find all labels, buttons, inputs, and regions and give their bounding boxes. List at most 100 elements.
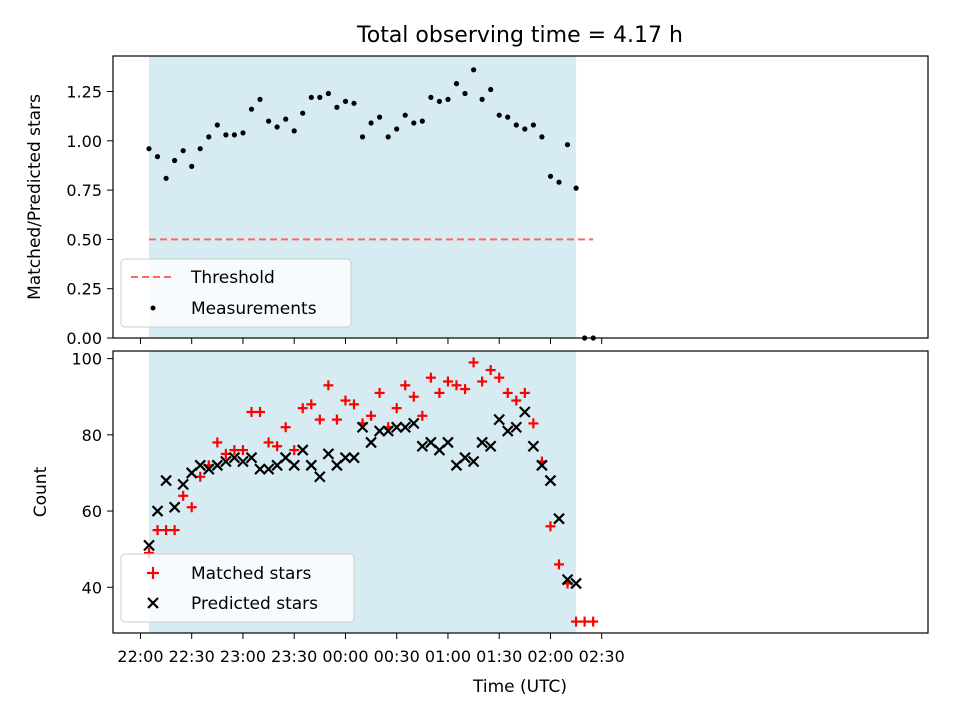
predicted-star-point (484, 440, 497, 453)
matched-star-point (229, 445, 240, 456)
predicted-star-point (254, 463, 266, 475)
predicted-star-point (177, 478, 189, 491)
matched-star-point (255, 406, 266, 417)
measurement-point (547, 173, 554, 179)
measurement-point (488, 86, 494, 93)
x-tick-label: 22:00 (117, 647, 163, 666)
measurement-point (300, 110, 306, 116)
predicted-star-point (399, 421, 412, 433)
matched-star-point (417, 410, 428, 421)
measurement-point (257, 96, 263, 102)
measurement-point (154, 154, 161, 160)
measurement-point (266, 118, 272, 124)
y-tick-label: 0.25 (66, 280, 102, 299)
matched-star-point (169, 525, 180, 536)
legend-threshold-label: Threshold (190, 268, 275, 288)
predicted-star-point (408, 417, 420, 430)
measurement-point (206, 134, 212, 140)
measurement-point (377, 114, 383, 120)
measurement-point (428, 94, 434, 100)
predicted-star-point (356, 421, 369, 433)
y-tick-label: 1.00 (66, 132, 102, 151)
predicted-star-point (237, 455, 249, 468)
measurement-point (505, 114, 511, 120)
y-tick-label: 60 (82, 502, 102, 521)
matched-star-point (579, 616, 590, 627)
measurement-point (146, 146, 152, 152)
matched-star-point (331, 414, 342, 425)
measurement-point (556, 179, 562, 185)
predicted-star-point (203, 463, 215, 475)
x-tick-label: 00:00 (322, 647, 368, 666)
matched-star-point (366, 410, 377, 421)
measurement-point (436, 98, 442, 104)
predicted-star-point (493, 413, 505, 426)
legend-matched-stars-label: Matched stars (191, 564, 311, 584)
bottom-y-axis-label: Count (31, 466, 51, 517)
measurement-point (402, 112, 408, 118)
measurement-point (342, 98, 349, 104)
predicted-star-point (519, 406, 531, 418)
predicted-star-point (365, 436, 377, 449)
measurement-point (283, 116, 289, 122)
measurement-point (334, 104, 340, 110)
measurement-point (163, 175, 169, 181)
predicted-star-point (288, 459, 300, 472)
x-tick-label: 02:30 (579, 647, 625, 666)
measurement-point (394, 126, 400, 132)
matched-star-point (494, 372, 505, 383)
matched-star-point (545, 521, 556, 532)
measurement-point (385, 134, 391, 140)
measurement-point (189, 163, 195, 169)
bottom-plot-frame (112, 350, 929, 634)
predicted-star-point (262, 463, 275, 475)
predicted-star-point (536, 459, 548, 472)
measurement-point (573, 185, 579, 191)
predicted-star-point (314, 470, 326, 483)
chart-title: Total observing time = 4.17 h (356, 23, 683, 48)
y-tick-label: 100 (71, 350, 102, 369)
predicted-star-point (416, 440, 429, 453)
matched-star-point (553, 559, 564, 570)
matched-star-point (348, 399, 359, 410)
matched-star-point (460, 384, 471, 395)
predicted-star-point (168, 501, 181, 514)
matched-star-point (246, 406, 257, 417)
predicted-star-point (544, 474, 557, 487)
matched-star-point (340, 395, 351, 406)
matched-star-point (178, 490, 189, 501)
y-tick-label: 40 (82, 578, 102, 597)
measurement-point (479, 96, 485, 102)
measurement-point (325, 90, 331, 97)
measurement-point (240, 130, 246, 136)
predicted-star-point (228, 451, 241, 464)
matched-star-point (528, 418, 539, 429)
measurement-point (522, 126, 528, 132)
matched-star-point (297, 403, 308, 414)
matched-star-point (442, 376, 453, 387)
measurement-point (291, 128, 297, 134)
predicted-star-point (339, 451, 352, 464)
y-tick-label: 0.00 (66, 329, 102, 348)
measurement-point (317, 94, 323, 100)
matched-star-point (451, 380, 462, 391)
matched-star-point (485, 365, 496, 376)
matched-star-point (374, 387, 385, 398)
measurement-point (445, 96, 451, 102)
predicted-star-point (348, 451, 360, 464)
x-tick-label: 02:00 (527, 647, 573, 666)
y-tick-label: 0.75 (66, 181, 102, 200)
predicted-star-point (553, 512, 565, 525)
matched-star-point (323, 380, 334, 391)
predicted-star-point (501, 425, 514, 437)
predicted-star-point (467, 455, 480, 468)
legend-predicted-stars-label: Predicted stars (191, 594, 318, 614)
predicted-star-point (151, 505, 164, 517)
predicted-star-point (305, 459, 318, 472)
predicted-star-point (527, 440, 540, 453)
measurement-point (539, 134, 545, 140)
predicted-star-point (143, 539, 155, 552)
matched-star-point (186, 502, 197, 513)
measurement-point (419, 118, 425, 124)
measurement-point (359, 134, 366, 140)
